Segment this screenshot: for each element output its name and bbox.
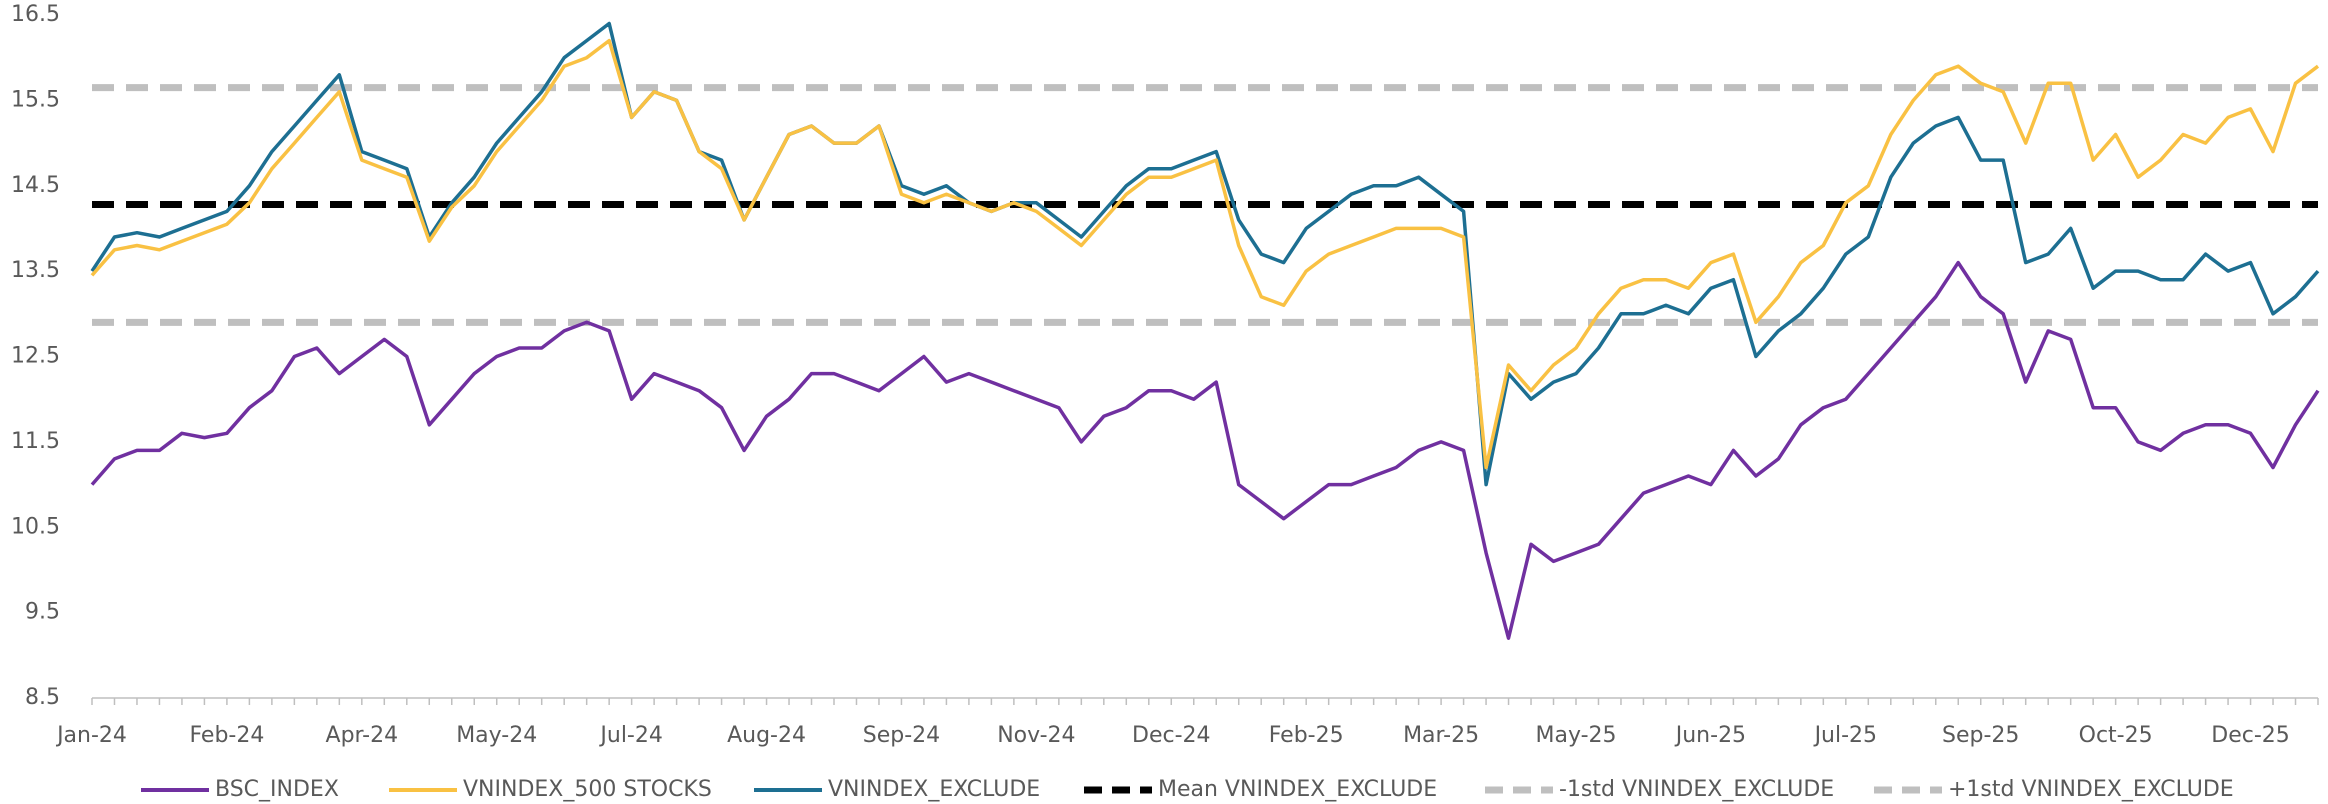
x-tick-label: Jul-24 — [598, 723, 662, 748]
x-tick-label: May-25 — [1535, 723, 1616, 748]
x-tick-label: Jul-25 — [1813, 723, 1877, 748]
y-tick-label: 14.5 — [11, 173, 60, 198]
x-tick-label: Mar-25 — [1403, 723, 1479, 748]
x-tick-label: Dec-24 — [1132, 723, 1211, 748]
x-tick-label: Nov-24 — [997, 723, 1075, 748]
x-tick-label: Jun-25 — [1674, 723, 1746, 748]
legend-label: BSC_INDEX — [215, 777, 339, 802]
y-tick-label: 13.5 — [11, 258, 60, 283]
x-tick-label: Feb-25 — [1269, 723, 1344, 748]
x-tick-label: Aug-24 — [727, 723, 806, 748]
y-tick-label: 16.5 — [11, 2, 60, 27]
y-tick-label: 9.5 — [25, 600, 60, 625]
x-tick-label: Feb-24 — [189, 723, 264, 748]
y-tick-label: 11.5 — [11, 429, 60, 454]
line-series — [90, 260, 2320, 640]
y-tick-label: 15.5 — [11, 87, 60, 112]
x-tick-label: Dec-25 — [2211, 723, 2290, 748]
x-tick-label: Oct-25 — [2079, 723, 2153, 748]
x-tick-label: Jan-24 — [55, 723, 127, 748]
y-tick-label: 10.5 — [11, 514, 60, 539]
x-tick-label: Sep-24 — [863, 723, 940, 748]
y-tick-label: 12.5 — [11, 344, 60, 369]
x-tick-label: May-24 — [456, 723, 537, 748]
x-tick-label: Apr-24 — [326, 723, 399, 748]
line-series — [90, 38, 2320, 470]
legend-label: VNINDEX_500 STOCKS — [463, 777, 712, 802]
legend-label: Mean VNINDEX_EXCLUDE — [1158, 777, 1437, 802]
legend-label: VNINDEX_EXCLUDE — [828, 777, 1040, 802]
line-series — [90, 21, 2320, 487]
legend-label: +1std VNINDEX_EXCLUDE — [1948, 777, 2234, 802]
legend-label: -1std VNINDEX_EXCLUDE — [1559, 777, 1834, 802]
y-tick-label: 8.5 — [25, 685, 60, 710]
x-tick-label: Sep-25 — [1942, 723, 2019, 748]
